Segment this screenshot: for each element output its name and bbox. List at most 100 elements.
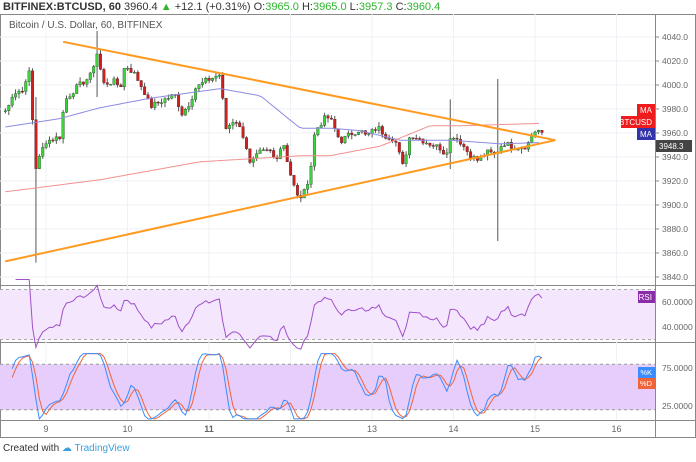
candle	[200, 82, 204, 85]
candle	[132, 72, 136, 74]
symbol-label: BITFINEX:BTCUSD, 60	[3, 1, 121, 13]
candle	[353, 134, 357, 136]
candle	[65, 98, 68, 113]
candle	[78, 81, 82, 86]
candle	[312, 134, 316, 167]
candle	[435, 144, 439, 147]
candle	[465, 146, 469, 152]
candle	[333, 119, 337, 129]
crosshair-price-bg	[656, 140, 692, 152]
candle	[357, 131, 361, 135]
k-tag: %K	[640, 368, 652, 377]
candle	[445, 152, 449, 155]
candle	[438, 144, 442, 151]
candle	[323, 115, 327, 126]
candle	[408, 137, 411, 156]
candle	[68, 96, 72, 99]
high-value: 3965.0	[312, 1, 347, 13]
candle	[20, 90, 24, 93]
candle	[14, 93, 18, 98]
candle	[469, 151, 473, 159]
stoch-band	[0, 364, 655, 410]
candle	[292, 175, 296, 186]
candle	[302, 189, 306, 199]
candle	[268, 149, 272, 152]
rsi-line	[15, 279, 543, 350]
candle	[166, 98, 170, 100]
candle	[503, 145, 507, 147]
candle	[71, 93, 75, 97]
price-tick-label: 3940.0	[662, 152, 688, 162]
time-tick-label: 16	[611, 424, 621, 434]
candle	[343, 135, 347, 143]
candle	[27, 70, 31, 82]
trendline	[62, 40, 556, 142]
candle	[119, 84, 123, 88]
candle	[146, 94, 150, 99]
candle	[3, 110, 7, 112]
candle	[85, 79, 89, 85]
candle	[418, 138, 422, 140]
ma-fast-line	[5, 88, 540, 145]
time-tick-label: 12	[285, 424, 295, 434]
crosshair-price-label: 3948.3	[659, 142, 684, 151]
candle	[530, 135, 534, 143]
candle	[231, 122, 235, 126]
candle	[452, 138, 456, 140]
candle	[183, 109, 187, 116]
candle	[278, 148, 282, 159]
candle	[105, 82, 109, 85]
candle	[329, 117, 333, 120]
candle	[122, 68, 126, 88]
price-tick-label: 4040.0	[662, 32, 688, 42]
ma-slow-tag-bg	[637, 104, 655, 116]
candle	[143, 86, 147, 95]
stoch-k-line	[11, 352, 543, 421]
candle	[340, 136, 344, 143]
candle	[336, 128, 340, 138]
candle	[211, 78, 214, 81]
ma-slow-tag: MA	[640, 106, 653, 115]
candle	[238, 122, 242, 127]
rsi-tick-label: 40.0000	[662, 322, 693, 332]
candle	[139, 80, 143, 87]
price-tick-label: 4000.0	[662, 80, 688, 90]
candle	[411, 137, 415, 139]
candle	[61, 112, 65, 139]
candle	[346, 132, 350, 137]
candle	[54, 136, 58, 141]
candle	[51, 139, 55, 142]
candle	[540, 130, 544, 133]
candle	[48, 139, 51, 144]
candle	[448, 138, 452, 154]
price-tick-label: 3960.0	[662, 128, 688, 138]
last-price: 3960.4	[124, 1, 158, 13]
candle	[387, 138, 391, 140]
candle	[10, 96, 14, 106]
candle	[414, 138, 418, 140]
candle	[234, 122, 238, 124]
candle	[380, 126, 384, 135]
rsi-band	[0, 289, 655, 340]
candle	[255, 153, 259, 159]
candle	[241, 126, 245, 138]
candle	[401, 152, 405, 164]
candle	[258, 149, 262, 154]
candle	[428, 142, 432, 146]
candle	[136, 72, 140, 81]
candle	[37, 156, 41, 169]
footer: Created with ☁ TradingView	[3, 443, 130, 454]
tradingview-logo-icon: ☁	[61, 443, 72, 454]
low-label: L:	[349, 1, 359, 13]
candle	[129, 68, 133, 73]
close-value: 3960.4	[406, 1, 441, 13]
candle	[248, 148, 252, 163]
rsi-tag: RSI	[639, 293, 652, 302]
candle	[462, 144, 466, 147]
candle	[316, 127, 320, 136]
candle	[262, 149, 265, 151]
price-tick-label: 3880.0	[662, 224, 688, 234]
candle	[377, 126, 381, 131]
candle	[367, 133, 371, 135]
